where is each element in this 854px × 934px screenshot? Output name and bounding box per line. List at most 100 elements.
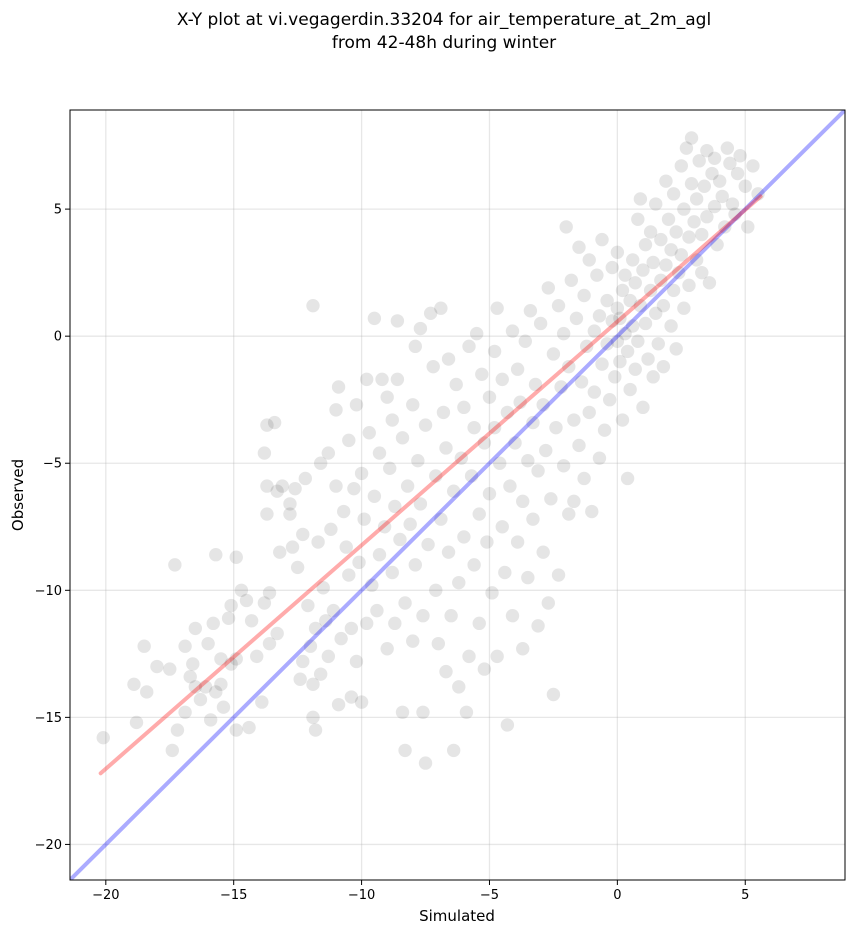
identity-line xyxy=(70,110,845,880)
data-point xyxy=(482,487,497,501)
data-point xyxy=(209,685,223,699)
data-point xyxy=(605,260,619,275)
data-point xyxy=(344,690,359,704)
data-point xyxy=(329,403,343,417)
data-point xyxy=(480,535,494,549)
data-point xyxy=(487,420,502,435)
data-point xyxy=(301,598,315,613)
data-point xyxy=(375,372,389,387)
grid-lines xyxy=(70,110,845,880)
data-point xyxy=(203,713,218,727)
data-point xyxy=(221,611,236,625)
data-point xyxy=(631,212,645,226)
data-point xyxy=(746,159,760,173)
data-point xyxy=(390,314,405,328)
data-point xyxy=(528,377,543,392)
data-point xyxy=(96,730,110,745)
data-point xyxy=(395,705,410,719)
data-point xyxy=(224,598,238,613)
data-point xyxy=(140,685,154,699)
data-point xyxy=(567,494,581,509)
data-point xyxy=(319,614,333,628)
data-point xyxy=(326,603,341,618)
data-point xyxy=(728,207,742,221)
data-point xyxy=(643,283,658,298)
data-point xyxy=(595,357,609,371)
data-point xyxy=(585,504,599,519)
data-point xyxy=(500,718,515,732)
x-tick-label: −15 xyxy=(220,888,247,903)
data-point xyxy=(418,418,433,432)
data-point xyxy=(457,400,471,415)
data-point xyxy=(646,255,660,270)
data-point xyxy=(649,306,663,321)
data-point xyxy=(168,558,182,572)
data-point xyxy=(303,639,318,653)
data-point xyxy=(674,159,689,173)
data-point xyxy=(643,225,658,239)
data-point xyxy=(526,415,540,430)
data-point xyxy=(600,293,614,308)
x-tick-label: −5 xyxy=(480,888,499,903)
data-point xyxy=(636,400,650,415)
data-point xyxy=(623,293,637,308)
data-point xyxy=(490,301,504,315)
data-point xyxy=(674,248,689,262)
data-point xyxy=(477,436,492,450)
data-point xyxy=(434,512,448,526)
data-point xyxy=(429,583,443,597)
data-point xyxy=(572,438,586,453)
data-point xyxy=(679,141,694,155)
data-point xyxy=(567,413,581,427)
data-point xyxy=(475,367,489,381)
data-point xyxy=(664,319,678,333)
data-point xyxy=(283,497,297,511)
data-point xyxy=(649,197,663,211)
data-point xyxy=(677,301,691,315)
data-point xyxy=(275,479,289,493)
data-point xyxy=(336,504,351,519)
data-point xyxy=(359,616,374,631)
y-axis-label: Observed xyxy=(9,459,27,531)
data-point xyxy=(229,652,243,666)
data-point xyxy=(549,420,563,435)
data-point xyxy=(426,359,440,374)
data-point xyxy=(618,268,632,282)
data-point xyxy=(257,596,272,610)
data-point xyxy=(352,555,366,570)
data-point xyxy=(393,532,407,547)
data-point xyxy=(613,354,627,369)
data-point xyxy=(633,192,648,206)
data-point xyxy=(628,276,642,290)
data-point xyxy=(329,479,343,493)
data-points xyxy=(96,131,765,770)
y-axis: −20 −15 −10 −5 0 5 xyxy=(35,203,70,853)
data-point xyxy=(554,380,568,394)
x-tick-label: −20 xyxy=(92,888,119,903)
data-point xyxy=(705,166,719,181)
data-point xyxy=(618,326,632,341)
data-point xyxy=(659,258,673,272)
data-point xyxy=(505,324,520,338)
data-point xyxy=(654,232,668,247)
data-point xyxy=(342,433,356,448)
data-point xyxy=(298,471,313,486)
data-point xyxy=(495,372,509,387)
data-point xyxy=(684,131,699,145)
data-point xyxy=(214,652,228,666)
data-point xyxy=(551,568,566,582)
trend-lines xyxy=(70,110,845,880)
data-point xyxy=(201,636,215,651)
y-tick-label: −5 xyxy=(43,457,62,472)
data-point xyxy=(610,245,625,260)
data-point xyxy=(288,481,302,496)
data-point xyxy=(669,225,683,239)
data-point xyxy=(695,265,709,280)
data-point xyxy=(659,174,673,188)
data-point xyxy=(508,436,522,450)
data-point xyxy=(692,154,706,168)
data-point xyxy=(510,362,525,376)
data-point xyxy=(672,265,686,280)
data-point xyxy=(513,395,527,409)
